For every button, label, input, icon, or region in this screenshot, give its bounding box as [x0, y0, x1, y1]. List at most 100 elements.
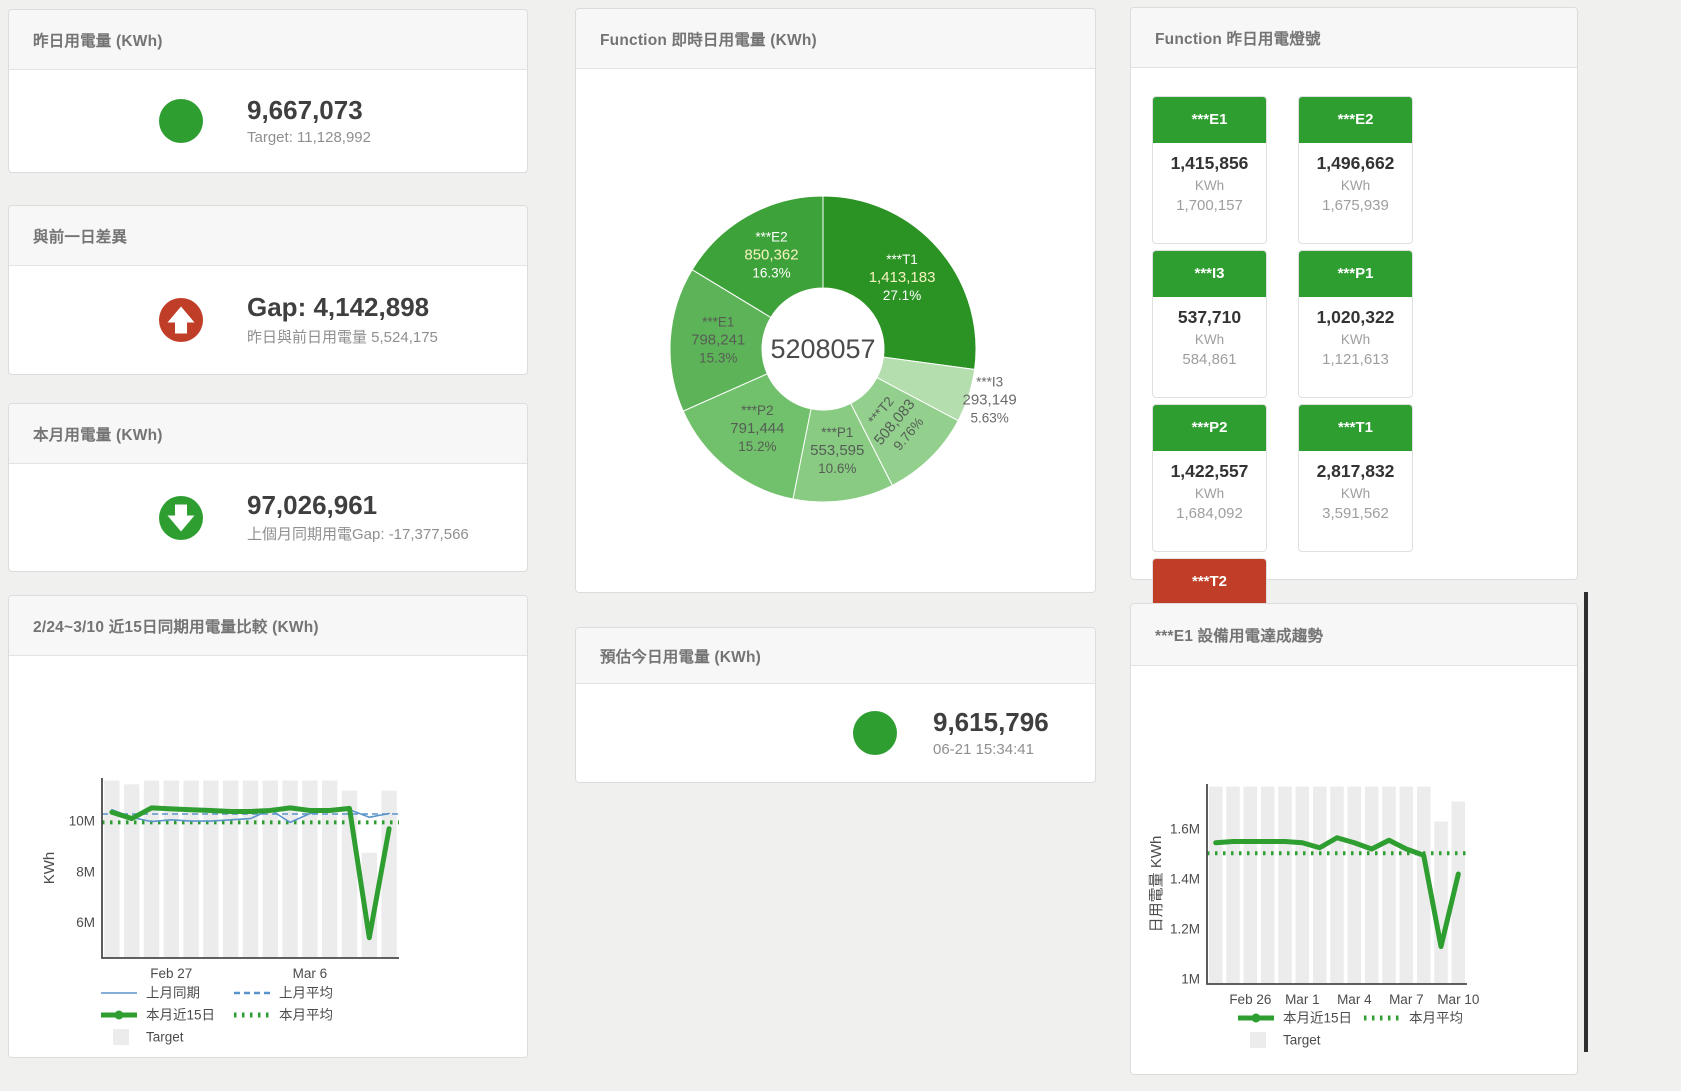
stat-value: 9,667,073	[247, 95, 363, 126]
tile-target-value: 1,684,092	[1176, 505, 1243, 522]
svg-text:***T1: ***T1	[886, 252, 918, 267]
svg-text:***P1: ***P1	[821, 425, 853, 440]
tile-body: 1,020,322 KWh 1,121,613	[1299, 297, 1412, 368]
target-bar	[1347, 786, 1362, 984]
target-bar	[262, 780, 279, 958]
svg-text:15.3%: 15.3%	[699, 350, 737, 365]
tile-value: 1,422,557	[1170, 461, 1249, 481]
card-yesterday-lights: Function 昨日用電燈號 ***E1 1,415,856 KWh 1,700,1…	[1130, 7, 1578, 706]
stat-body: 9,615,796 06-21 15:34:41	[576, 684, 1095, 782]
donut-slice-label: ***P2 791,444 15.2%	[730, 403, 784, 454]
svg-text:***E2: ***E2	[755, 230, 787, 245]
axes	[101, 778, 399, 959]
legend-label[interactable]: 本月近15日	[1283, 1011, 1352, 1026]
y-tick-label: 1.6M	[1170, 822, 1200, 837]
y-tick-label: 1.4M	[1170, 872, 1200, 887]
tile-value: 1,496,662	[1316, 153, 1395, 173]
series-line	[109, 805, 392, 941]
card-title: 2/24~3/10 近15日同期用電量比較 (KWh)	[33, 618, 319, 636]
legend-label[interactable]: 上月同期	[146, 986, 200, 1001]
tile-target-value: 3,591,562	[1322, 505, 1389, 522]
svg-text:553,595: 553,595	[810, 442, 864, 459]
card-title: Function 即時日用電量 (KWh)	[600, 31, 817, 49]
tile-unit: KWh	[1340, 486, 1371, 501]
legend-swatch-target[interactable]	[1250, 1032, 1266, 1048]
legend-label[interactable]: 本月近15日	[146, 1008, 215, 1023]
stat-body: 97,026,961 上個月同期用電Gap: -17,377,566	[9, 464, 527, 571]
tile-target-value: 584,861	[1182, 351, 1237, 368]
stat-value: Gap: 4,142,898	[247, 292, 430, 323]
svg-text:798,241: 798,241	[691, 331, 745, 348]
card-header: 本月用電量 (KWh)	[9, 404, 527, 464]
function-usage-donut-chart[interactable]: ***T1 1,413,183 27.1% ***I3 293,149 5.63% ***T…	[576, 69, 1095, 592]
tile-unit: KWh	[1194, 332, 1225, 347]
target-bar	[183, 780, 199, 958]
tile-body: 2,817,832 KWh 3,591,562	[1299, 451, 1412, 522]
stat-value: 97,026,961	[247, 489, 378, 520]
e1-trend-line-chart[interactable]: 1M 1.2M 1.4M 1.6M Feb 26 Mar 1 Mar 4 Mar 7 Mar 1…	[1131, 666, 1577, 1074]
card-header: 預估今日用電量 (KWh)	[576, 628, 1095, 684]
target-bar	[1226, 786, 1240, 984]
card-title: 預估今日用電量 (KWh)	[600, 648, 762, 666]
tile-body: 1,415,856 KWh 1,700,157	[1153, 143, 1266, 214]
donut-slice-E2[interactable]	[691, 195, 824, 319]
card-title: ***E1 設備用電達成趨勢	[1155, 627, 1324, 645]
target-bar	[381, 790, 397, 958]
stat-text: Gap: 4,142,898 昨日與前日用電量 5,524,175	[247, 292, 438, 347]
svg-text:***I3: ***I3	[976, 375, 1003, 390]
light-tile-E2: ***E2 1,496,662 KWh 1,675,939	[1298, 96, 1413, 244]
tile-body: 1,496,662 KWh 1,675,939	[1299, 143, 1412, 214]
card-header: 2/24~3/10 近15日同期用電量比較 (KWh)	[9, 596, 527, 656]
tile-header-label: ***I3	[1153, 251, 1266, 297]
target-bar	[1208, 786, 1223, 984]
svg-text:791,444: 791,444	[730, 420, 784, 437]
target-bar	[1295, 786, 1310, 984]
target-bar	[302, 780, 318, 958]
tile-unit: KWh	[1340, 332, 1371, 347]
scrollbar-thumb[interactable]	[1584, 592, 1588, 1052]
target-bar	[1416, 786, 1431, 984]
x-tick-label: Mar 7	[1389, 992, 1424, 1007]
donut-slice-label: ***I3 293,149 5.63%	[962, 375, 1016, 426]
svg-text:1,413,183: 1,413,183	[869, 269, 936, 286]
y-tick-label: 10M	[69, 814, 95, 829]
donut-slice-label: ***T1 1,413,183 27.1%	[869, 252, 936, 303]
target-bar	[123, 784, 140, 958]
stat-body: 9,667,073 Target: 11,128,992	[9, 70, 527, 172]
tile-body: 1,422,557 KWh 1,684,092	[1153, 451, 1266, 522]
donut-slice-label: ***P1 553,595 10.6%	[810, 425, 864, 476]
legend-label[interactable]: 上月平均	[279, 986, 333, 1001]
tile-value: 1,415,856	[1170, 153, 1249, 173]
legend-swatch-target[interactable]	[113, 1029, 129, 1045]
card-yesterday-usage: 昨日用電量 (KWh) 9,667,073 Target: 11,128,992	[8, 9, 528, 173]
stat-subtitle: 昨日與前日用電量 5,524,175	[247, 328, 438, 346]
legend-label[interactable]: Target	[146, 1030, 184, 1045]
target-bar	[321, 780, 338, 958]
legend-label[interactable]: 本月平均	[1409, 1011, 1463, 1026]
legend-label[interactable]: 本月平均	[279, 1008, 333, 1023]
card-header: 昨日用電量 (KWh)	[9, 10, 527, 70]
light-tile-I3: ***I3 537,710 KWh 584,861	[1152, 250, 1267, 398]
stat-text: 9,667,073 Target: 11,128,992	[247, 95, 371, 146]
tile-header-label: ***P2	[1153, 405, 1266, 451]
card-today-forecast: 預估今日用電量 (KWh) 9,615,796 06-21 15:34:41	[575, 627, 1096, 783]
target-bar	[361, 852, 378, 958]
target-bar	[104, 780, 120, 958]
stat-subtitle: 上個月同期用電Gap: -17,377,566	[247, 526, 469, 544]
light-tile-P2: ***P2 1,422,557 KWh 1,684,092	[1152, 404, 1267, 552]
legend-swatch-marker	[114, 1010, 124, 1020]
card-e1-trend-chart: ***E1 設備用電達成趨勢 1M 1.2M 1.4M 1.6M Feb 26 Mar 1…	[1130, 603, 1578, 1075]
svg-text:27.1%: 27.1%	[883, 288, 921, 303]
tile-header-label: ***E1	[1153, 97, 1266, 143]
donut-slice-E1[interactable]	[669, 269, 772, 412]
target-bar	[1382, 786, 1396, 984]
donut-slice-T1[interactable]	[822, 195, 977, 371]
tile-header-label: ***P1	[1299, 251, 1412, 297]
tile-header-label: ***T2	[1153, 559, 1266, 605]
donut-slice-P2[interactable]	[682, 373, 812, 500]
target-bar	[242, 780, 259, 958]
legend-label[interactable]: Target	[1283, 1033, 1321, 1048]
card-title: Function 昨日用電燈號	[1155, 30, 1321, 48]
